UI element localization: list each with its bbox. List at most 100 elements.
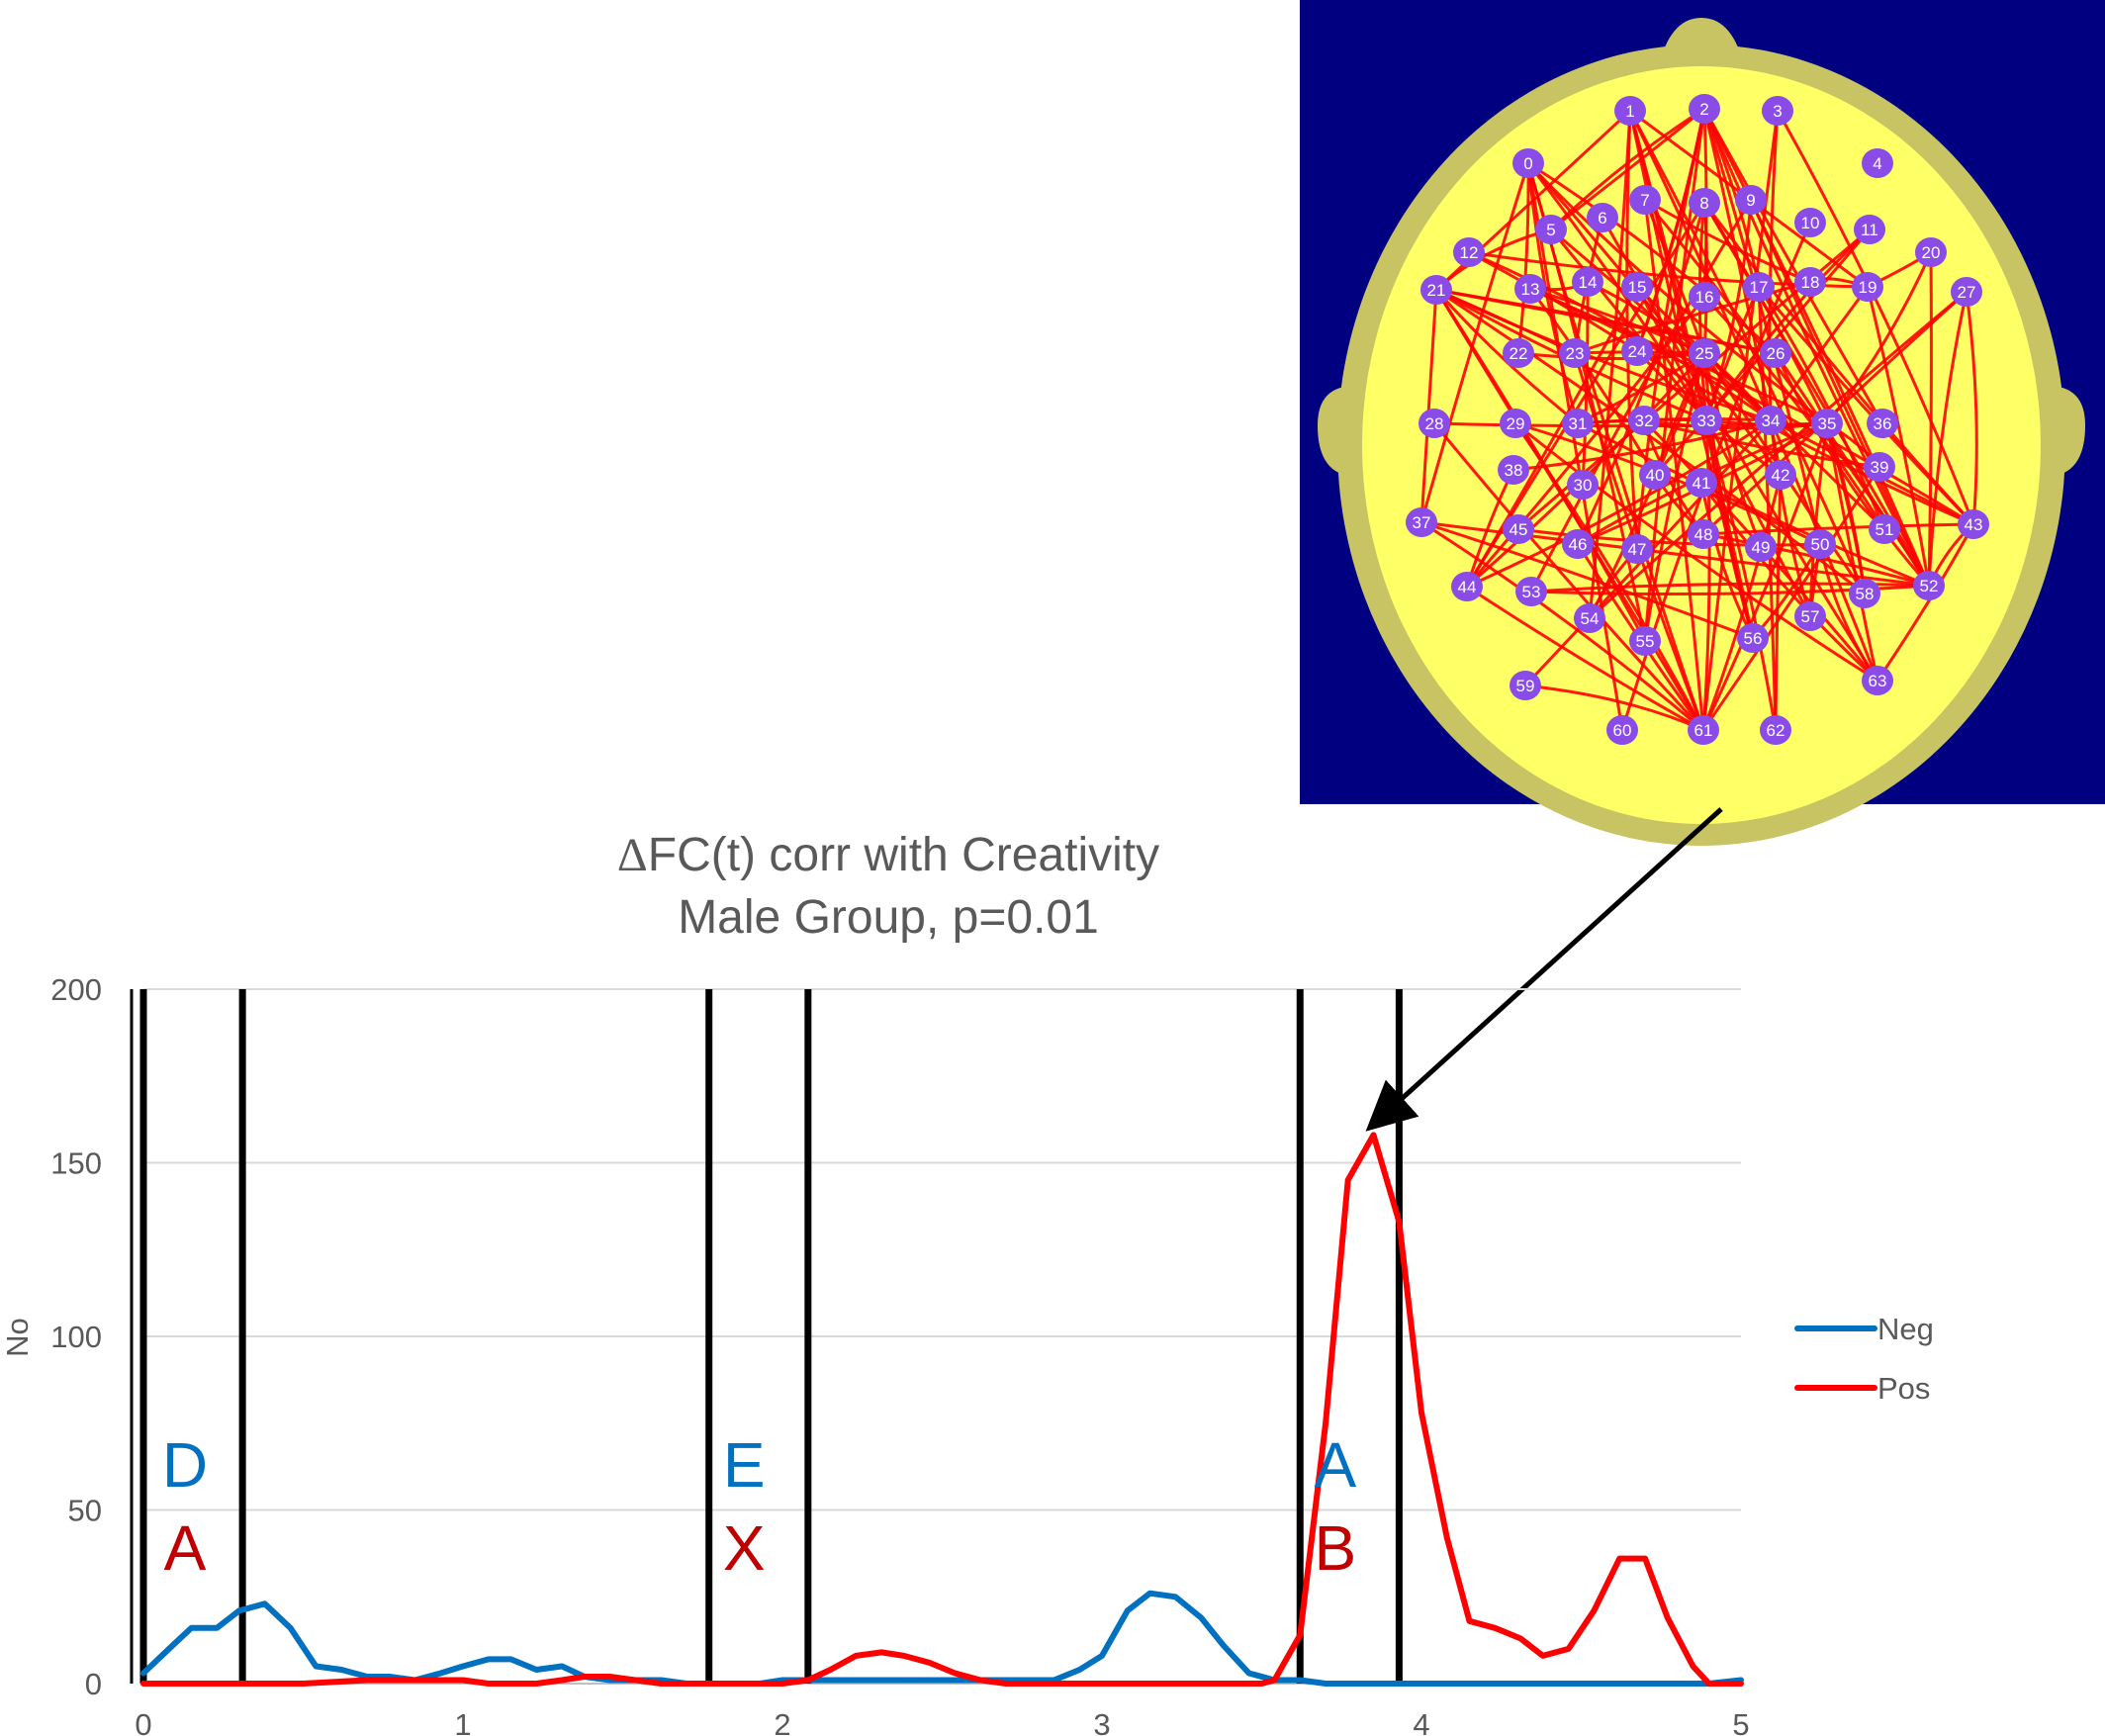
electrode-label-42: 42 bbox=[1772, 466, 1790, 485]
electrode-node-27 bbox=[1951, 277, 1982, 307]
electrode-node-26 bbox=[1760, 338, 1791, 368]
electrode-label-51: 51 bbox=[1876, 520, 1894, 539]
electrode-label-54: 54 bbox=[1581, 609, 1600, 628]
electrode-label-35: 35 bbox=[1818, 414, 1837, 433]
electrode-node-54 bbox=[1574, 603, 1605, 633]
connection-line bbox=[1643, 418, 1880, 469]
electrode-label-25: 25 bbox=[1695, 344, 1714, 363]
electrode-label-38: 38 bbox=[1505, 461, 1523, 480]
electrode-label-5: 5 bbox=[1546, 221, 1555, 239]
electrode-node-8 bbox=[1689, 188, 1720, 218]
electrode-node-49 bbox=[1745, 532, 1777, 562]
connection-line bbox=[1702, 108, 1884, 424]
electrode-node-13 bbox=[1514, 274, 1546, 304]
connection-line bbox=[1465, 286, 1639, 588]
phase-label-bottom-1: X bbox=[723, 1512, 766, 1584]
electrode-label-53: 53 bbox=[1522, 583, 1541, 601]
electrode-label-12: 12 bbox=[1460, 243, 1479, 262]
electrode-node-23 bbox=[1559, 338, 1591, 368]
y-tick-labels: 0 50 100 150 200 bbox=[50, 972, 102, 1701]
electrode-label-32: 32 bbox=[1635, 411, 1654, 430]
electrode-node-16 bbox=[1689, 282, 1720, 312]
electrode-label-43: 43 bbox=[1965, 515, 1983, 534]
electrode-node-60 bbox=[1606, 715, 1638, 745]
electrode-node-1 bbox=[1614, 96, 1646, 126]
electrode-label-18: 18 bbox=[1801, 273, 1820, 292]
electrode-label-50: 50 bbox=[1811, 535, 1830, 554]
electrode-label-10: 10 bbox=[1801, 214, 1820, 232]
electrode-label-24: 24 bbox=[1628, 342, 1647, 361]
connection-line bbox=[1517, 228, 1871, 531]
connection-line bbox=[1466, 585, 1704, 732]
electrode-node-48 bbox=[1688, 519, 1719, 549]
connection-line bbox=[1524, 684, 1704, 732]
connection-line bbox=[1420, 520, 1754, 640]
electrode-node-52 bbox=[1913, 571, 1945, 600]
electrode-label-56: 56 bbox=[1744, 629, 1763, 648]
electrode-node-63 bbox=[1862, 666, 1893, 695]
electrode-node-7 bbox=[1629, 185, 1661, 215]
electrode-label-6: 6 bbox=[1598, 209, 1606, 228]
series-lines bbox=[140, 1132, 1744, 1687]
electrode-node-25 bbox=[1689, 338, 1720, 368]
connection-line bbox=[1702, 295, 1886, 530]
electrode-label-57: 57 bbox=[1801, 607, 1820, 626]
scalp bbox=[1362, 66, 2041, 824]
connection-line bbox=[1701, 419, 1711, 731]
electrode-label-34: 34 bbox=[1762, 411, 1781, 430]
electrode-node-53 bbox=[1515, 577, 1547, 606]
electrode-node-12 bbox=[1453, 237, 1485, 267]
electrode-label-60: 60 bbox=[1613, 721, 1632, 740]
connection-line bbox=[1574, 280, 1811, 355]
electrode-label-1: 1 bbox=[1625, 102, 1634, 121]
connection-line bbox=[1774, 474, 1783, 731]
electrode-node-43 bbox=[1958, 509, 1989, 539]
electrode-node-29 bbox=[1500, 409, 1531, 438]
x-tick-label-2: 2 bbox=[774, 1707, 790, 1736]
legend-label-neg: Neg bbox=[1877, 1312, 1934, 1346]
electrode-node-58 bbox=[1849, 579, 1880, 608]
electrode-label-23: 23 bbox=[1566, 344, 1585, 363]
x-tick-label-4: 4 bbox=[1413, 1707, 1429, 1736]
connection-line bbox=[1588, 290, 1968, 620]
connection-line bbox=[1701, 422, 1829, 731]
electrode-node-32 bbox=[1628, 406, 1660, 435]
electrode-label-19: 19 bbox=[1859, 278, 1877, 297]
electrode-label-14: 14 bbox=[1579, 273, 1598, 292]
connection-line bbox=[1635, 285, 1886, 531]
electrode-label-3: 3 bbox=[1773, 102, 1782, 121]
phase-label-top-0: D bbox=[162, 1429, 208, 1501]
electrode-node-19 bbox=[1852, 272, 1883, 302]
connection-line bbox=[1643, 352, 1706, 642]
head-outline bbox=[1318, 18, 2085, 846]
connection-line bbox=[1550, 228, 1772, 422]
electrode-label-15: 15 bbox=[1628, 278, 1647, 297]
electrode-label-31: 31 bbox=[1569, 414, 1588, 433]
electrode-node-30 bbox=[1567, 470, 1599, 500]
electrode-node-55 bbox=[1629, 626, 1661, 656]
electrode-label-29: 29 bbox=[1507, 414, 1525, 433]
connection-line bbox=[1701, 466, 1881, 731]
electrode-node-3 bbox=[1762, 96, 1793, 126]
gridlines bbox=[130, 988, 1741, 1685]
connection-line bbox=[1635, 108, 1706, 352]
connection-line bbox=[1576, 202, 1706, 545]
electrode-node-2 bbox=[1689, 94, 1720, 124]
electrode-label-47: 47 bbox=[1628, 540, 1647, 559]
electrode-node-40 bbox=[1639, 460, 1671, 490]
electrode-label-9: 9 bbox=[1746, 191, 1755, 210]
connection-line bbox=[1702, 108, 1931, 587]
electrode-node-21 bbox=[1420, 275, 1452, 305]
electrode-label-26: 26 bbox=[1767, 344, 1785, 363]
electrode-node-39 bbox=[1864, 452, 1895, 482]
legend: Neg Pos bbox=[1794, 1312, 1934, 1406]
y-tick-label-150: 150 bbox=[50, 1146, 102, 1181]
connection-line bbox=[1529, 199, 1753, 593]
line-chart: ΔFC(t) corr with Creativity Male Group, … bbox=[0, 829, 1934, 1736]
connection-line bbox=[1927, 251, 1933, 587]
connection-line bbox=[1529, 287, 1974, 526]
electrode-node-34 bbox=[1755, 406, 1786, 435]
x-tick-labels: 0 1 2 3 4 5 bbox=[135, 1707, 1749, 1736]
electrode-node-61 bbox=[1688, 715, 1719, 745]
